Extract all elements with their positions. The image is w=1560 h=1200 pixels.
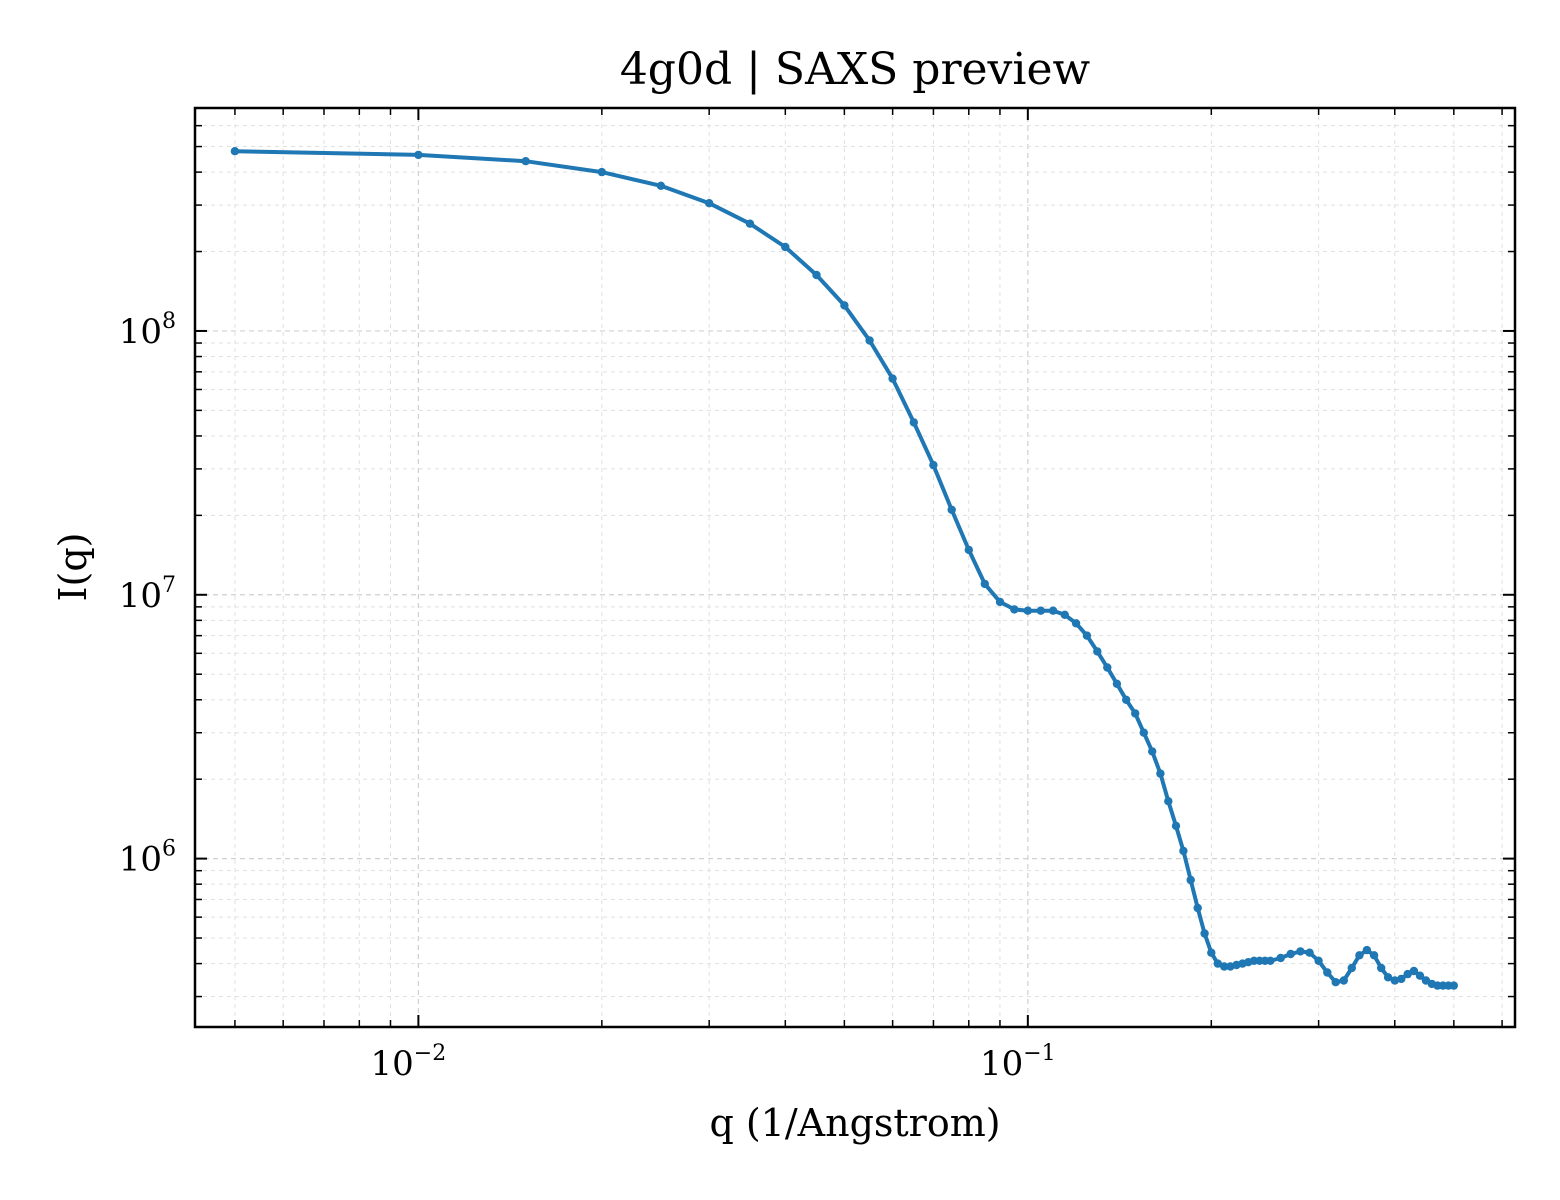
data-point [1347,963,1357,973]
x-tick-label: 10−2 [371,1041,447,1084]
x-axis-label: q (1/Angstrom) [709,1101,1000,1145]
data-point [1071,619,1081,628]
y-tick-label: 107 [119,573,176,616]
data-point [1179,846,1188,856]
grid-lines [195,107,1515,1027]
data-point [929,460,938,470]
data-point [1390,976,1400,985]
data-point [947,505,956,514]
axis-ticks [195,107,1515,1027]
data-point [1023,606,1032,615]
data-point [1305,948,1314,957]
data-point [964,545,973,555]
data-point [1139,728,1149,737]
data-point [1314,956,1323,965]
data-point [980,579,989,589]
data-point [1060,610,1070,619]
data-point [1200,929,1209,938]
data-point [909,418,918,427]
data-point [1355,951,1364,960]
data-series [230,147,1459,990]
data-point [1339,976,1349,985]
data-point [1449,981,1459,990]
data-point [1397,974,1406,984]
data-point [705,199,714,208]
data-point [1403,969,1412,979]
data-point [812,270,821,280]
data-point [1383,973,1393,982]
data-point [1323,968,1332,977]
data-point [1193,903,1202,913]
y-tick-label: 106 [119,837,176,880]
data-point [1048,606,1058,615]
data-point [414,150,423,160]
data-point [1207,948,1216,957]
data-point [1171,821,1181,831]
plot-frame [193,106,1517,1029]
data-point [230,147,240,156]
data-point [1148,747,1157,756]
data-point [1103,663,1112,672]
data-point [1112,679,1122,688]
data-point [865,336,874,345]
data-point [1036,606,1046,615]
data-point [888,374,897,383]
data-point [1266,956,1275,965]
data-point [1377,963,1386,973]
data-point [1122,695,1131,704]
data-point [1415,971,1425,980]
y-axis-label: I(q) [51,533,95,602]
data-point [1220,962,1229,971]
data-point [656,181,666,190]
data-point [597,167,606,177]
data-point [1409,966,1419,976]
data-point [995,597,1005,607]
data-point [1156,769,1165,778]
data-point [1276,953,1285,963]
data-point [1010,605,1019,614]
data-point [840,301,849,310]
data-point [1369,951,1379,960]
y-tick-label: 108 [119,309,176,352]
data-point [1286,949,1295,959]
data-point [1331,978,1340,987]
data-point [745,219,755,228]
x-tick-label: 10−1 [980,1041,1056,1084]
tick-labels: 10−2 10−1 106 107 108 [119,309,1056,1084]
data-point [1082,631,1092,640]
chart-title: 4g0d | SAXS preview [620,44,1091,95]
data-point [521,157,530,166]
data-point [1093,647,1102,656]
data-point [1362,945,1372,955]
data-point [1164,797,1173,806]
data-point [1213,959,1223,968]
data-point [1186,875,1195,885]
data-point [1131,709,1140,718]
data-point [781,242,790,252]
data-point [1296,947,1305,956]
